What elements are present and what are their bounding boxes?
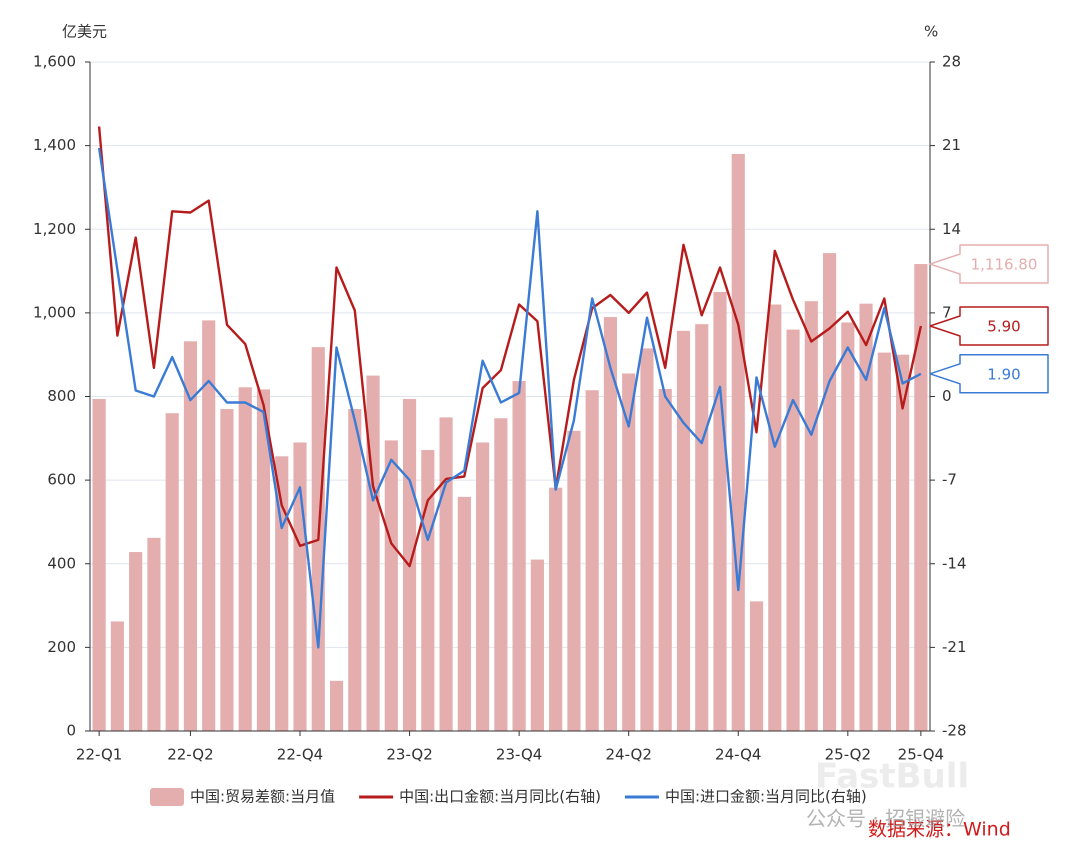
bar xyxy=(896,354,910,731)
bar xyxy=(92,399,106,731)
bar xyxy=(512,381,526,731)
bar xyxy=(183,341,198,731)
legend-swatch xyxy=(150,788,184,806)
x-tick-label: 24-Q4 xyxy=(715,746,761,764)
x-tick-label: 22-Q4 xyxy=(277,746,323,764)
y2-tick-label: -14 xyxy=(942,554,967,572)
y2-tick-label: -7 xyxy=(942,471,957,489)
bar xyxy=(494,418,508,731)
bar xyxy=(256,389,271,731)
y-tick-label: 200 xyxy=(47,638,76,656)
bar xyxy=(147,537,161,731)
x-tick-label: 23-Q4 xyxy=(496,746,542,764)
value-label: 1.90 xyxy=(987,365,1020,383)
bar xyxy=(567,430,581,731)
value-label: 5.90 xyxy=(987,318,1020,336)
bar xyxy=(549,487,563,731)
bar xyxy=(695,324,709,731)
y2-tick-label: 0 xyxy=(942,387,952,405)
bar xyxy=(877,352,891,731)
y2-tick-label: -21 xyxy=(942,638,967,656)
value-tag-box xyxy=(929,354,1049,394)
y2-tick-label: -28 xyxy=(942,722,967,740)
bar xyxy=(421,450,435,731)
bar xyxy=(238,387,252,731)
bar xyxy=(658,388,672,731)
bar xyxy=(749,601,764,731)
bar xyxy=(530,559,544,731)
bar xyxy=(731,153,745,732)
legend-label: 中国:出口金额:当月同比(右轴) xyxy=(399,788,601,806)
bar xyxy=(914,264,928,731)
bar xyxy=(202,320,216,731)
bar xyxy=(640,348,654,731)
line xyxy=(97,147,922,649)
y-tick-label: 1,400 xyxy=(33,136,76,154)
bar xyxy=(220,409,234,731)
value-tag-box xyxy=(929,244,1049,284)
y2-tick-label: 21 xyxy=(942,136,961,154)
bar xyxy=(329,680,344,731)
y-tick-label: 1,600 xyxy=(33,53,76,71)
bar xyxy=(275,456,289,731)
line xyxy=(97,126,923,568)
bar xyxy=(676,330,691,731)
y-tick-label: 400 xyxy=(47,554,76,572)
bar xyxy=(859,303,873,731)
bar xyxy=(804,301,818,731)
bar xyxy=(366,375,380,731)
bar xyxy=(713,291,727,731)
bar xyxy=(165,413,179,731)
y-tick-label: 1,000 xyxy=(33,303,76,321)
x-tick-label: 22-Q2 xyxy=(167,746,213,764)
bar xyxy=(348,409,362,731)
x-tick-label: 22-Q1 xyxy=(76,746,122,764)
legend-label: 中国:进口金额:当月同比(右轴) xyxy=(665,788,867,806)
bar xyxy=(384,440,398,731)
bar xyxy=(768,304,782,731)
y-tick-label: 600 xyxy=(47,471,76,489)
x-tick-label: 24-Q2 xyxy=(605,746,651,764)
watermark: 公众号 · 招银避险 xyxy=(806,807,965,831)
y-axis-label: 亿美元 xyxy=(62,23,107,41)
y2-tick-label: 28 xyxy=(942,53,961,71)
bars xyxy=(92,153,928,732)
y2-tick-label: 14 xyxy=(942,220,961,238)
legend-label: 中国:贸易差额:当月值 xyxy=(190,788,335,806)
x-tick-label: 25-Q2 xyxy=(825,746,871,764)
value-tag-box xyxy=(929,306,1049,346)
watermark: FastBull xyxy=(815,757,969,797)
y2-axis-label: % xyxy=(924,23,938,41)
bar xyxy=(476,442,490,731)
value-label: 1,116.80 xyxy=(971,256,1038,274)
bar xyxy=(786,329,800,731)
source: 数据来源：Wind xyxy=(868,819,1011,841)
bar xyxy=(293,442,307,731)
x-tick-label: 23-Q2 xyxy=(386,746,432,764)
bar xyxy=(585,390,599,731)
bar xyxy=(129,552,143,731)
bar xyxy=(457,496,471,731)
bar xyxy=(622,373,636,731)
y-tick-label: 0 xyxy=(66,722,76,740)
y2-tick-label: 7 xyxy=(942,303,952,321)
lines xyxy=(97,126,923,649)
y-tick-label: 800 xyxy=(47,387,76,405)
bar xyxy=(603,317,618,731)
y-tick-label: 1,200 xyxy=(33,220,76,238)
bar xyxy=(110,621,124,731)
bar xyxy=(439,417,453,731)
bar xyxy=(841,322,855,731)
x-tick-label: 25-Q4 xyxy=(898,746,944,764)
